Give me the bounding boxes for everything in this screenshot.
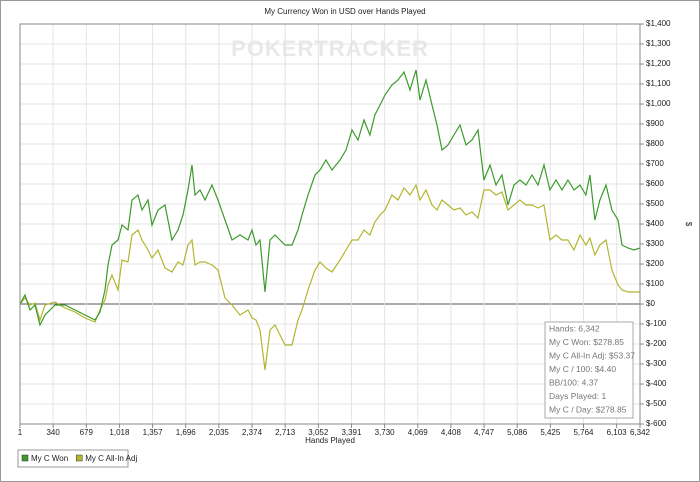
y-tick-label: $1,000 xyxy=(646,99,671,108)
y-tick-label: $700 xyxy=(646,159,664,168)
stats-line: My C / Day: $278.85 xyxy=(549,404,627,414)
stats-line: My C Won: $278.85 xyxy=(549,337,624,347)
legend-label: My C Won xyxy=(31,454,68,463)
y-tick-label: $-500 xyxy=(646,399,667,408)
lines xyxy=(19,69,641,371)
stats-line: Days Played: 1 xyxy=(549,391,606,401)
series-line xyxy=(19,69,641,327)
x-tick-label: 1,357 xyxy=(143,428,164,437)
x-tick-label: 4,408 xyxy=(441,428,462,437)
y-tick-label: $-100 xyxy=(646,319,667,328)
stats-background xyxy=(544,321,634,419)
y-axis-label: $ xyxy=(684,222,693,227)
x-tick-label: 340 xyxy=(46,428,60,437)
x-tick-label: 6,342 xyxy=(630,428,651,437)
x-tick-label: 2,713 xyxy=(275,428,296,437)
legend-box xyxy=(17,449,129,468)
stats-line: My C / 100: $4.40 xyxy=(549,364,616,374)
y-tick-label: $800 xyxy=(646,139,664,148)
x-tick-label: 5,086 xyxy=(507,428,528,437)
y-tick-label: $100 xyxy=(646,279,664,288)
y-tick-label: $500 xyxy=(646,199,664,208)
legend-swatch xyxy=(21,454,29,462)
legend-label: My C All-In Adj xyxy=(85,454,137,463)
y-tick-label: $-300 xyxy=(646,359,667,368)
series-line xyxy=(19,183,640,371)
legend-swatch xyxy=(75,454,83,462)
stats-line: BB/100: 4.37 xyxy=(549,377,598,387)
stats-line: My C All-In Adj: $53.37 xyxy=(549,350,635,360)
y-tick-label: $400 xyxy=(646,219,664,228)
y-tick-label: $1,300 xyxy=(646,39,671,48)
y-tick-label: $-600 xyxy=(646,419,667,428)
x-tick-label: 5,764 xyxy=(573,428,594,437)
x-tick-label: 1,696 xyxy=(176,428,197,437)
y-tick-label: $200 xyxy=(646,259,664,268)
x-axis-label: Hands Played xyxy=(305,436,355,445)
x-tick-label: 2,035 xyxy=(209,428,230,437)
y-tick-label: $1,400 xyxy=(646,19,671,28)
y-tick-label: $1,200 xyxy=(646,59,671,68)
y-tick-label: $0 xyxy=(646,299,655,308)
x-tick-label: 4,069 xyxy=(408,428,429,437)
y-tick-label: $600 xyxy=(646,179,664,188)
plot-frame xyxy=(19,23,641,425)
x-tick-label: 3,391 xyxy=(341,428,362,437)
x-tick-label: 2,374 xyxy=(242,428,263,437)
x-tick-label: 4,747 xyxy=(474,428,495,437)
x-tick-label: 6,103 xyxy=(607,428,628,437)
watermark: POKERTRACKER xyxy=(231,36,429,61)
legend: My C Won My C All-In Adj xyxy=(21,454,137,463)
chart-title: My Currency Won in USD over Hands Played xyxy=(264,7,425,16)
y-tick-label: $-200 xyxy=(646,339,667,348)
x-tick-label: 5,425 xyxy=(540,428,561,437)
x-tick-label: 679 xyxy=(80,428,94,437)
x-tick-label: 3,730 xyxy=(375,428,396,437)
x-tick-label: 1 xyxy=(18,428,23,437)
y-tick-label: $300 xyxy=(646,239,664,248)
x-tick-label: 3,052 xyxy=(308,428,329,437)
stats-line: Hands: 6,342 xyxy=(549,323,600,333)
y-tick-label: $1,100 xyxy=(646,79,671,88)
y-tick-label: $-400 xyxy=(646,379,667,388)
y-tick-label: $900 xyxy=(646,119,664,128)
x-tick-label: 1,018 xyxy=(109,428,130,437)
stats-box: Hands: 6,342 My C Won: $278.85 My C All-In… xyxy=(544,321,635,419)
